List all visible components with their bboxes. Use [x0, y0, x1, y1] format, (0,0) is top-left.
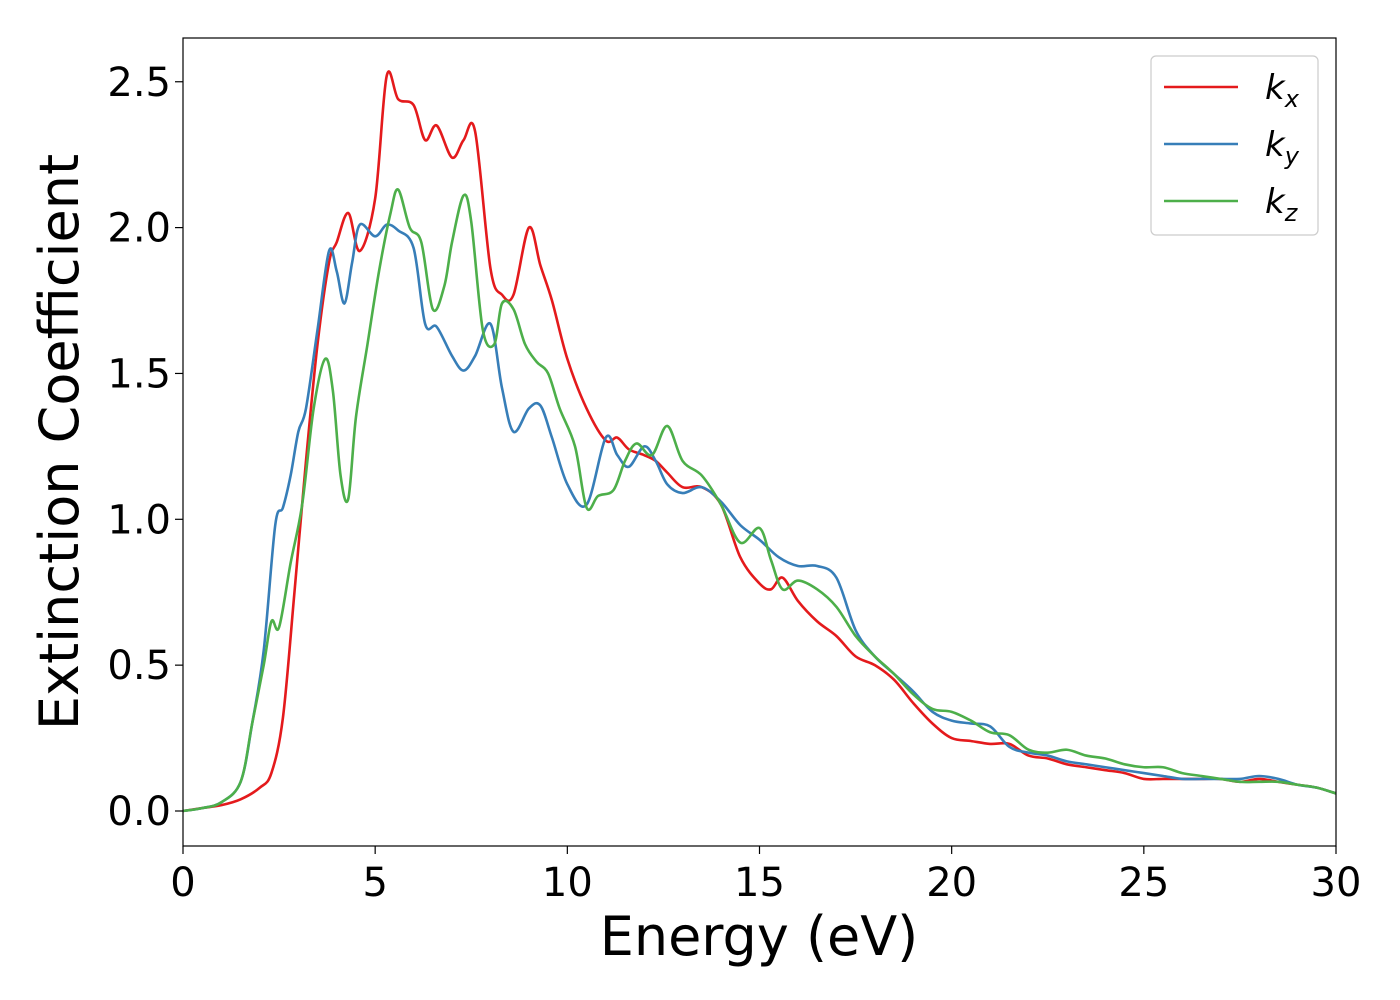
legend-box — [1150, 55, 1319, 236]
x-tick-label: 30 — [1311, 860, 1362, 906]
y-tick-label: 0.5 — [107, 643, 171, 689]
plot-background — [183, 38, 1336, 846]
y-axis-ticks: 0.0 0.5 1.0 1.5 2.0 2.5 — [107, 60, 183, 835]
x-tick-label: 10 — [542, 860, 593, 906]
y-tick-label: 2.5 — [107, 60, 171, 106]
x-tick-label: 25 — [1118, 860, 1169, 906]
legend-label-y: ky — [1265, 125, 1300, 170]
x-axis-ticks: 0 5 10 15 20 25 30 — [170, 846, 1361, 906]
x-axis-title: Energy (eV) — [600, 905, 919, 968]
x-tick-label: 15 — [734, 860, 785, 906]
y-tick-label: 2.0 — [107, 206, 171, 252]
legend-label-x: kx — [1265, 68, 1300, 113]
x-tick-label: 20 — [926, 860, 977, 906]
series-layer — [182, 70, 1337, 813]
legend-label-z: kz — [1265, 182, 1299, 227]
y-axis-title: Extinction Coefficient — [28, 154, 91, 730]
y-tick-label: 0.0 — [107, 789, 171, 835]
x-tick-label: 5 — [362, 860, 387, 906]
y-tick-label: 1.5 — [107, 351, 171, 397]
y-tick-label: 1.0 — [107, 497, 171, 543]
series-line-y — [182, 222, 1337, 813]
series-line-z — [182, 188, 1337, 813]
legend: kx ky kz — [1150, 55, 1319, 236]
x-tick-label: 0 — [170, 860, 195, 906]
